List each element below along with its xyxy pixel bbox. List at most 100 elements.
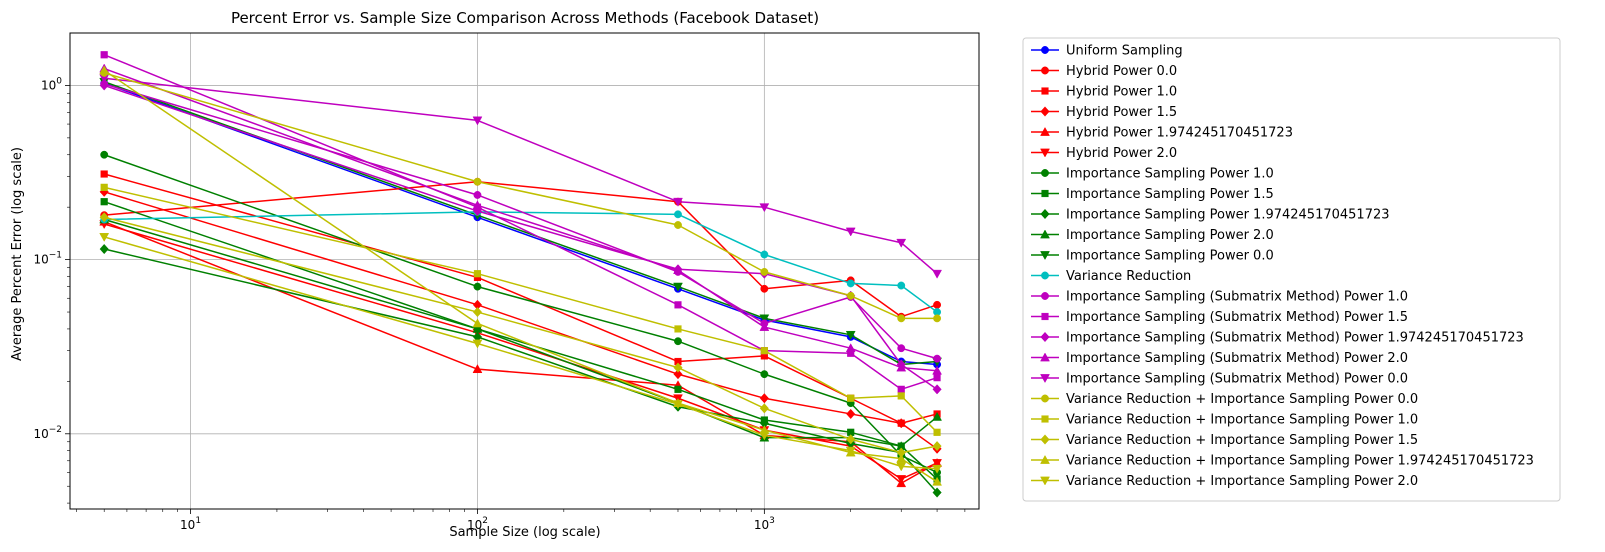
legend-marker (1040, 374, 1050, 384)
data-point (933, 354, 942, 363)
data-point (674, 221, 682, 229)
legend-entry: Variance Reduction + Importance Sampling… (1031, 413, 1418, 428)
data-point (760, 284, 769, 293)
legend-marker (1041, 415, 1049, 423)
legend-label: Hybrid Power 1.974245170451723 (1066, 126, 1293, 141)
legend-marker (1041, 394, 1049, 403)
legend-marker (1040, 331, 1050, 343)
legend-label: Variance Reduction + Importance Sampling… (1066, 413, 1418, 428)
data-point (897, 314, 906, 323)
legend-entry: Importance Sampling Power 1.974245170451… (1031, 208, 1390, 223)
data-point (759, 403, 769, 414)
y-tick-label: 100 (41, 76, 62, 92)
data-point (673, 197, 683, 207)
legend-entry: Importance Sampling Power 1.5 (1031, 187, 1274, 202)
data-point (897, 392, 905, 400)
legend-label: Importance Sampling Power 1.5 (1066, 187, 1274, 202)
legend-frame (1022, 37, 1561, 502)
legend-entry: Hybrid Power 1.974245170451723 (1031, 126, 1293, 141)
legend-label: Variance Reduction + Importance Sampling… (1066, 392, 1418, 407)
data-point (759, 203, 770, 213)
data-point (100, 198, 108, 206)
legend-marker (1041, 271, 1049, 280)
legend-marker (1041, 169, 1049, 177)
legend-label: Hybrid Power 0.0 (1066, 64, 1177, 79)
legend-label: Variance Reduction + Importance Sampling… (1066, 474, 1418, 489)
data-point (933, 314, 942, 323)
legend-marker (1041, 46, 1049, 54)
plot-area (99, 51, 943, 498)
legend-label: Importance Sampling Power 0.0 (1066, 249, 1274, 264)
data-point (846, 279, 855, 288)
legend-marker (1040, 352, 1050, 362)
legend-label: Importance Sampling Power 1.0 (1066, 167, 1274, 182)
legend-label: Importance Sampling (Submatrix Method) P… (1066, 331, 1524, 346)
data-point (847, 394, 855, 402)
data-point (759, 393, 769, 404)
legend-entry: Importance Sampling (Submatrix Method) P… (1031, 310, 1408, 325)
series-19 (99, 212, 942, 458)
y-axis-label: Average Percent Error (log scale) (10, 147, 25, 361)
legend-entry: Importance Sampling (Submatrix Method) P… (1031, 290, 1408, 305)
series-3 (99, 186, 942, 454)
legend-entry: Hybrid Power 1.0 (1031, 85, 1177, 100)
data-point (896, 418, 906, 429)
data-point (674, 301, 682, 309)
data-point (99, 212, 109, 223)
data-point (760, 370, 769, 379)
data-point (99, 243, 109, 255)
legend-label: Importance Sampling (Submatrix Method) P… (1066, 351, 1408, 366)
series-line (104, 216, 938, 454)
legend-marker (1041, 87, 1049, 95)
data-point (472, 364, 483, 374)
axis-ticks: 101 102 103 10−2 10−1 100 (33, 76, 966, 532)
legend-entry: Variance Reduction + Importance Sampling… (1031, 433, 1418, 448)
data-point (673, 362, 683, 373)
data-point (932, 365, 943, 375)
legend-marker (1040, 476, 1050, 486)
data-point (896, 462, 907, 472)
legend-label: Variance Reduction (1066, 269, 1191, 284)
legend-entry: Importance Sampling Power 2.0 (1031, 228, 1274, 243)
legend-marker (1040, 126, 1050, 136)
legend-marker (1040, 434, 1050, 445)
legend-marker (1041, 292, 1049, 300)
data-point (674, 210, 682, 219)
data-point (100, 170, 108, 178)
data-point (760, 250, 769, 259)
data-point (674, 325, 682, 333)
data-point (933, 428, 941, 436)
legend-entry: Variance Reduction + Importance Sampling… (1031, 454, 1534, 469)
legend-entry: Hybrid Power 1.5 (1031, 105, 1177, 120)
legend: Uniform Sampling Hybrid Power 0.0 Hybrid P… (1022, 37, 1561, 502)
legend-entry: Importance Sampling (Submatrix Method) P… (1031, 372, 1408, 387)
x-tick-label: 102 (467, 516, 488, 532)
legend-marker (1040, 251, 1050, 261)
data-point (99, 65, 110, 75)
legend-entry: Uniform Sampling (1031, 44, 1183, 59)
series-line (103, 72, 938, 320)
data-point (100, 51, 108, 59)
data-point (99, 233, 110, 242)
data-point (846, 408, 856, 420)
legend-label: Variance Reduction + Importance Sampling… (1066, 433, 1418, 448)
data-point (673, 400, 683, 410)
series-16 (99, 74, 943, 279)
legend-entry: Hybrid Power 0.0 (1031, 64, 1177, 79)
legend-entry: Variance Reduction + Importance Sampling… (1031, 392, 1418, 407)
data-point (674, 385, 682, 393)
data-point (99, 80, 109, 91)
series-18 (100, 183, 941, 436)
series-line (103, 218, 938, 447)
legend-entry: Importance Sampling (Submatrix Method) P… (1031, 331, 1524, 346)
legend-label: Importance Sampling (Submatrix Method) P… (1066, 372, 1408, 387)
legend-entry: Variance Reduction + Importance Sampling… (1031, 474, 1418, 489)
data-point (933, 300, 942, 309)
x-tick-label: 101 (180, 516, 201, 532)
data-point (100, 183, 108, 191)
data-point (759, 431, 770, 441)
data-point (673, 369, 683, 380)
series-line (103, 84, 938, 390)
data-point (472, 116, 483, 126)
data-point (845, 446, 856, 456)
